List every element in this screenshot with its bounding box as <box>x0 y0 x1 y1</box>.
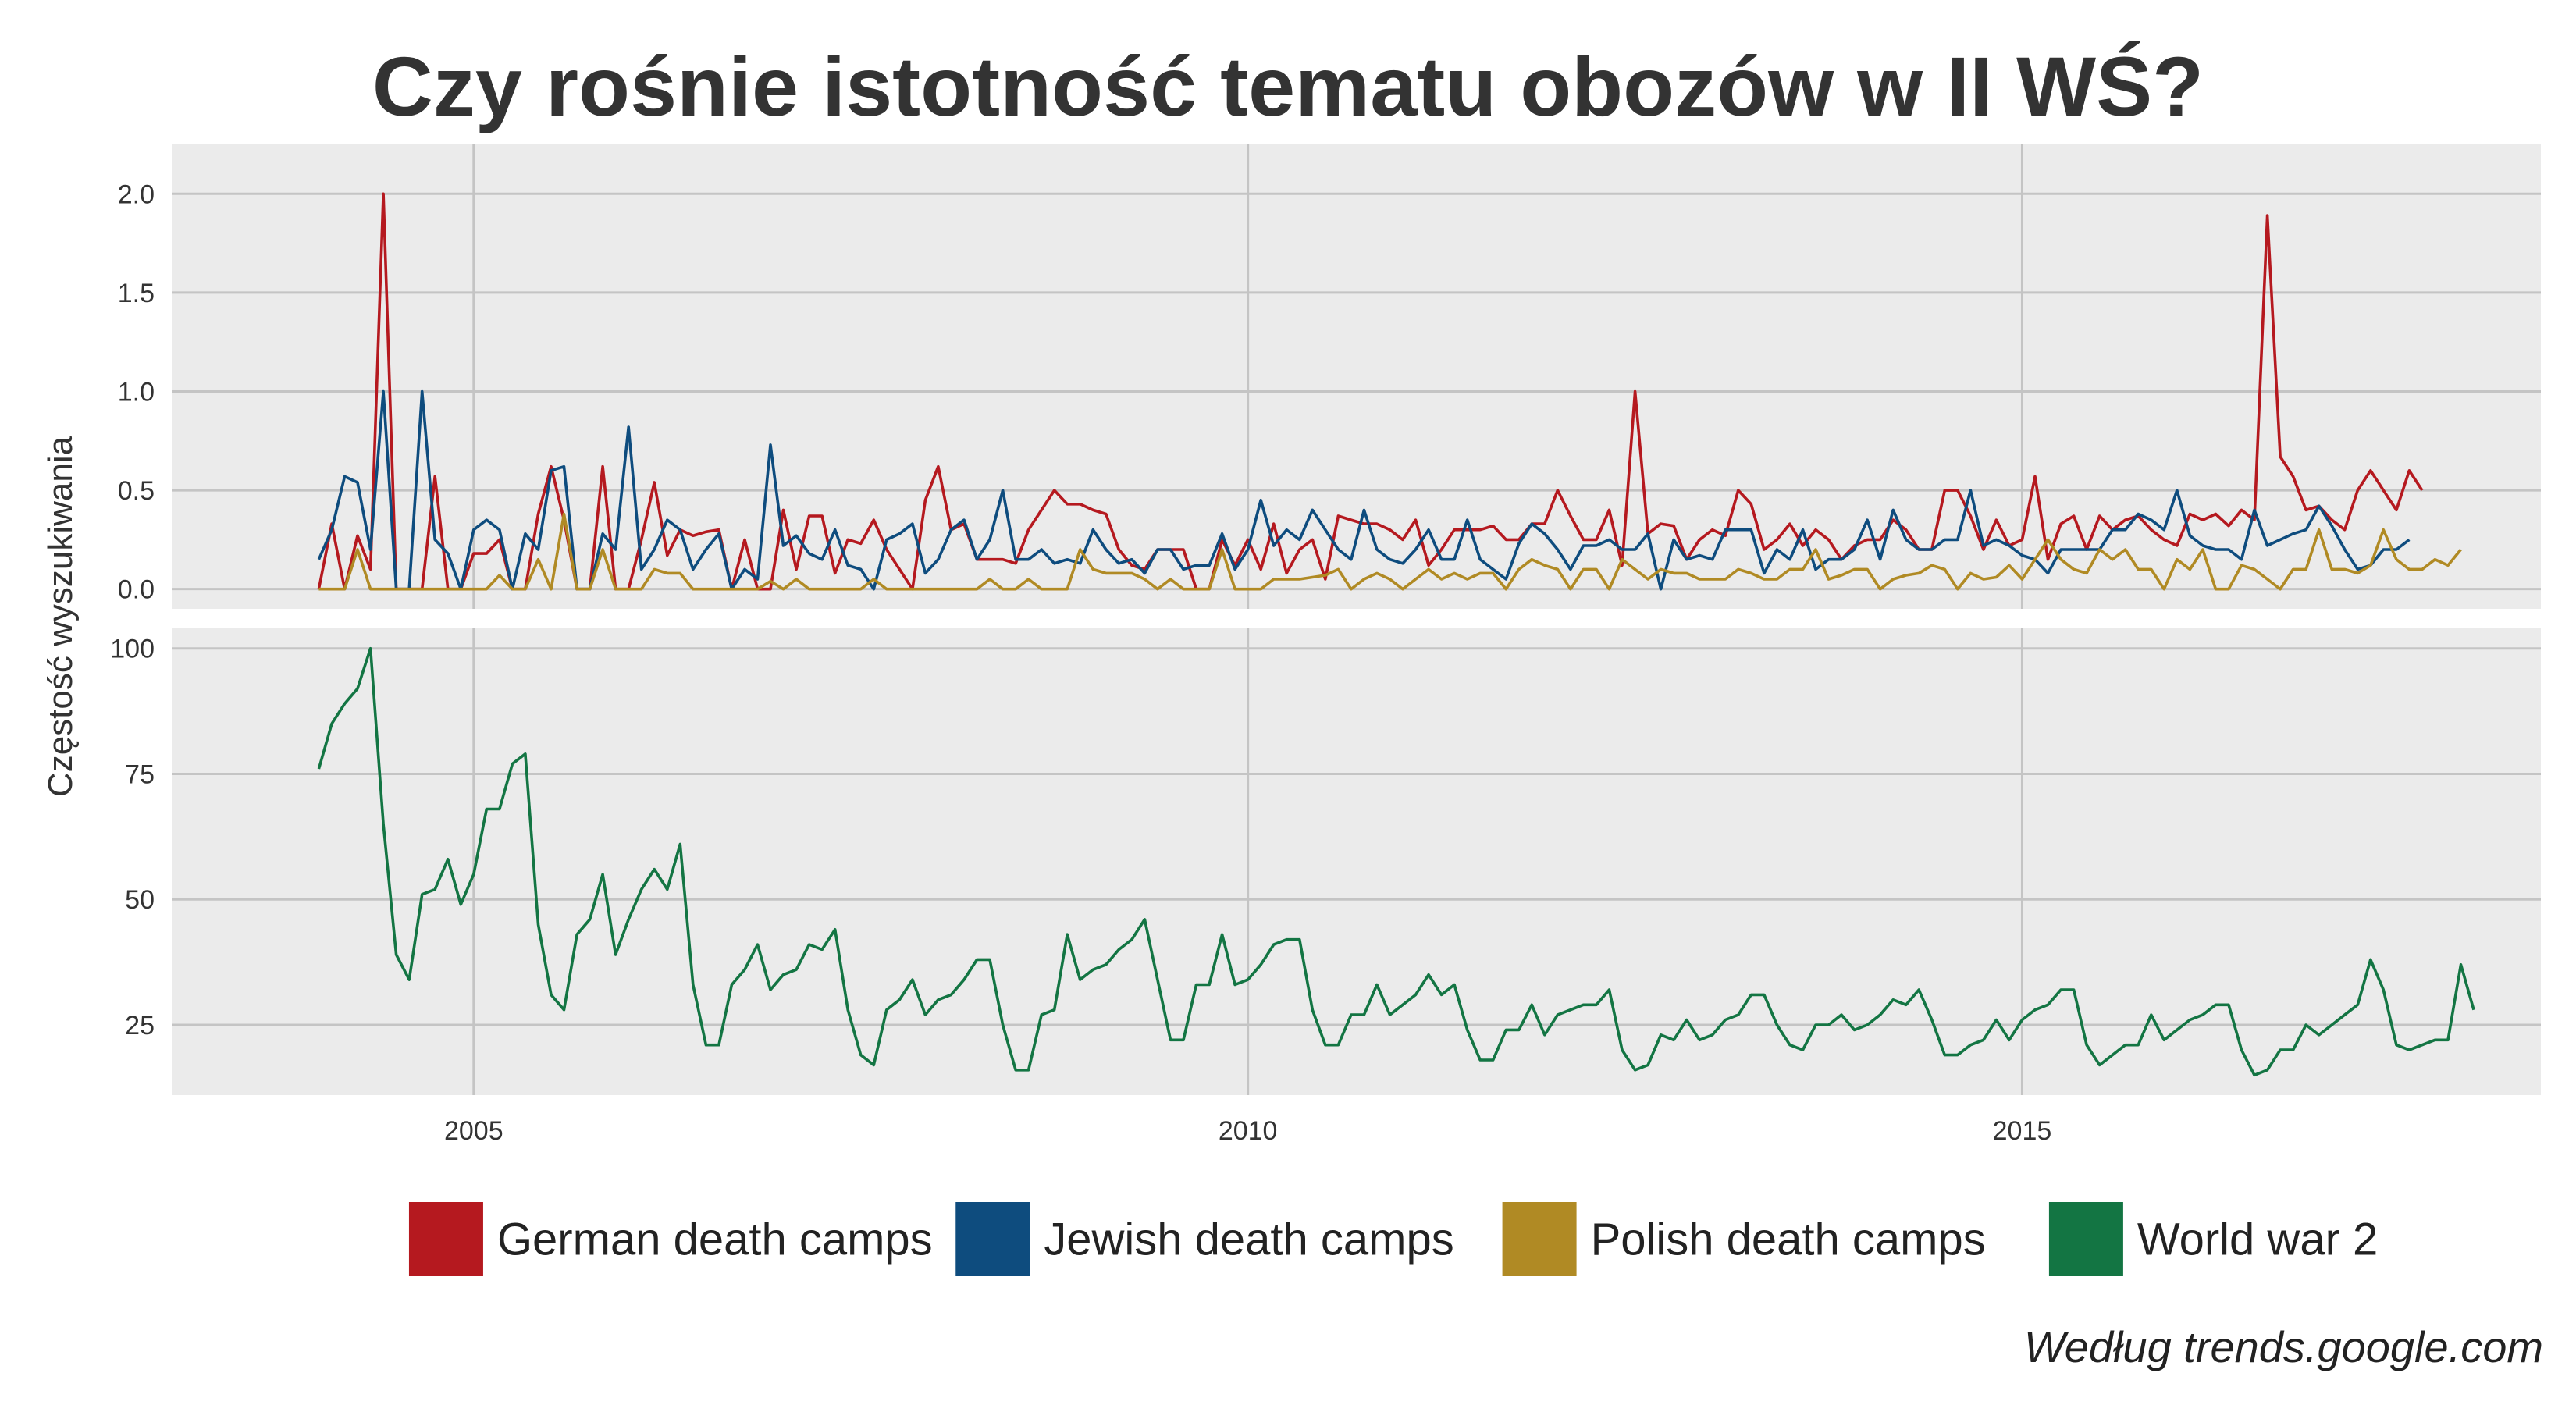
legend: German death camps Jewish death camps Poli… <box>408 1202 2378 1276</box>
legend-label-polish-death-camps: Polish death camps <box>1591 1215 1986 1265</box>
legend-label-world-war-2: World war 2 <box>2137 1215 2378 1265</box>
series-line-polish-death-camps <box>318 512 2462 591</box>
x-axis-ticks: 2005 2010 2015 <box>444 1116 2051 1146</box>
y-axis-label: Częstość wyszukiwania <box>41 436 80 797</box>
panel-top-series <box>317 192 2462 591</box>
series-line-jewish-death-camps <box>317 389 2411 591</box>
panel-top-y-tick-label: 0.0 <box>118 575 155 605</box>
legend-swatch-jewish-death-camps <box>955 1202 1030 1276</box>
legend-swatch-polish-death-camps <box>1502 1202 1577 1276</box>
legend-label-german-death-camps: German death camps <box>497 1215 933 1265</box>
panel-top-y-tick-label: 2.0 <box>118 180 155 209</box>
legend-swatch-world-war-2 <box>2048 1202 2123 1276</box>
panel-bottom-y-ticks: 25 50 75 100 <box>110 635 155 1040</box>
panel-bottom-y-tick-label: 25 <box>125 1011 155 1040</box>
panel-bottom-y-tick-label: 50 <box>125 885 155 915</box>
legend-label-jewish-death-camps: Jewish death camps <box>1044 1215 1453 1265</box>
panel-bottom-series <box>317 646 2475 1077</box>
panel-top-y-tick-label: 1.5 <box>118 279 155 308</box>
x-tick-label: 2010 <box>1219 1116 1278 1146</box>
panel-top-y-ticks: 0.0 0.5 1.0 1.5 2.0 <box>118 180 155 604</box>
x-tick-label: 2005 <box>444 1116 503 1146</box>
chart-title: Czy rośnie istotność tematu obozów w II … <box>372 39 2204 133</box>
series-line-german-death-camps <box>317 192 2424 591</box>
panel-top-y-tick-label: 0.5 <box>118 476 155 506</box>
caption: Według trends.google.com <box>2024 1322 2543 1371</box>
legend-swatch-german-death-camps <box>408 1202 483 1276</box>
panel-bottom: 25 50 75 100 <box>110 628 2541 1095</box>
panel-top-y-tick-label: 1.0 <box>118 377 155 407</box>
panel-bottom-y-tick-label: 100 <box>110 635 155 664</box>
series-line-world-war-2 <box>317 646 2475 1077</box>
panel-bottom-background <box>172 628 2541 1095</box>
x-tick-label: 2015 <box>1993 1116 2052 1146</box>
panel-top: 0.0 0.5 1.0 1.5 2.0 <box>118 144 2541 609</box>
panel-bottom-y-tick-label: 75 <box>125 759 155 789</box>
